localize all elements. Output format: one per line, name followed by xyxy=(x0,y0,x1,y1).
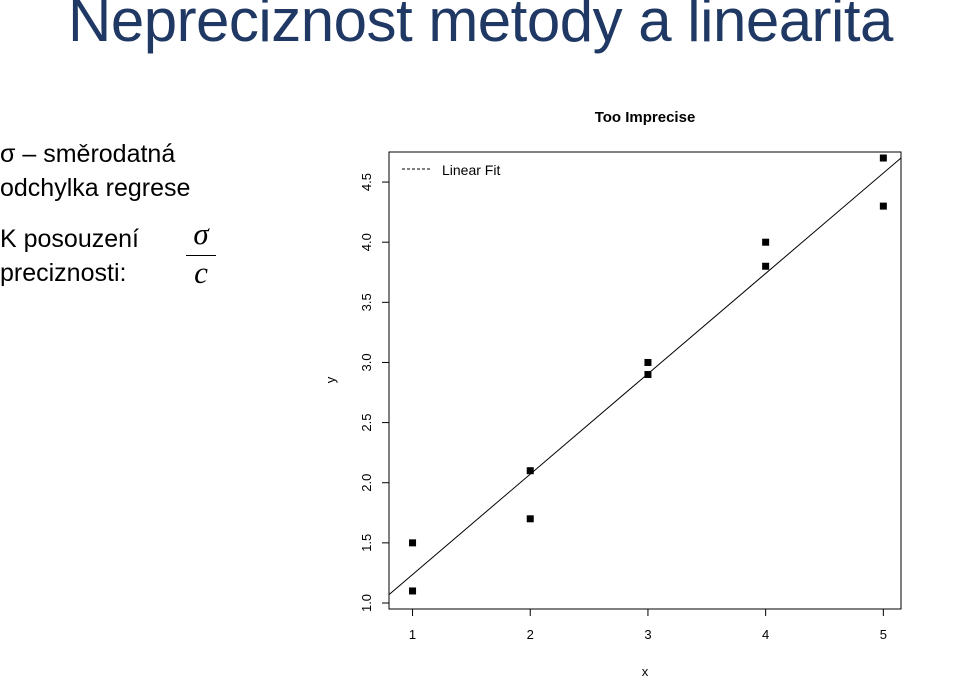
fraction-bar xyxy=(186,255,216,256)
y-axis-label: y xyxy=(323,376,338,383)
bullet-sigma-definition: σ – směrodatná odchylka regrese xyxy=(0,137,190,205)
x-tick-label-2: 3 xyxy=(644,627,651,642)
y-tick-label-3: 2.5 xyxy=(359,414,374,432)
x-axis-label: x xyxy=(642,664,649,679)
data-point-0-1 xyxy=(409,539,417,547)
data-point-0-9 xyxy=(879,154,887,162)
plot-frame xyxy=(388,151,902,610)
y-tick-label-4: 3.0 xyxy=(359,353,374,371)
data-point-0-7 xyxy=(762,238,770,246)
formula-numerator: σ xyxy=(193,216,209,251)
data-point-0-5 xyxy=(644,358,652,366)
x-tick-label-4: 5 xyxy=(880,627,887,642)
y-tick-label-1: 1.5 xyxy=(359,534,374,552)
formula-denominator: c xyxy=(194,255,208,290)
data-point-0-3 xyxy=(526,467,534,475)
slide-title: Nepreciznost metody a linearita xyxy=(68,0,893,54)
y-tick-label-2: 2.0 xyxy=(359,474,374,492)
y-tick-label-5: 3.5 xyxy=(359,293,374,311)
data-point-0-4 xyxy=(644,370,652,378)
data-point-0-6 xyxy=(762,262,770,270)
x-tick-label-0: 1 xyxy=(409,627,416,642)
bullet-precision-line-1: K posouzení xyxy=(0,225,139,253)
data-point-0-2 xyxy=(526,515,534,523)
y-tick-label-0: 1.0 xyxy=(359,594,374,612)
bullet-precision-line-2: preciznosti: xyxy=(0,259,127,287)
legend-label: Linear Fit xyxy=(442,162,500,178)
data-point-0-8 xyxy=(879,202,887,210)
x-tick-label-3: 4 xyxy=(762,627,769,642)
y-tick-label-6: 4.0 xyxy=(359,233,374,251)
bullet-precision: K posouzení preciznosti: xyxy=(0,222,139,290)
bullet-sigma-line-1: σ – směrodatná xyxy=(0,140,176,168)
precision-formula: σ c xyxy=(186,218,216,289)
x-tick-label-1: 2 xyxy=(527,627,534,642)
y-tick-label-7: 4.5 xyxy=(359,173,374,191)
data-point-0-0 xyxy=(409,587,417,595)
chart-title: Too Imprecise xyxy=(595,109,696,126)
bullet-sigma-line-2: odchylka regrese xyxy=(0,174,191,202)
